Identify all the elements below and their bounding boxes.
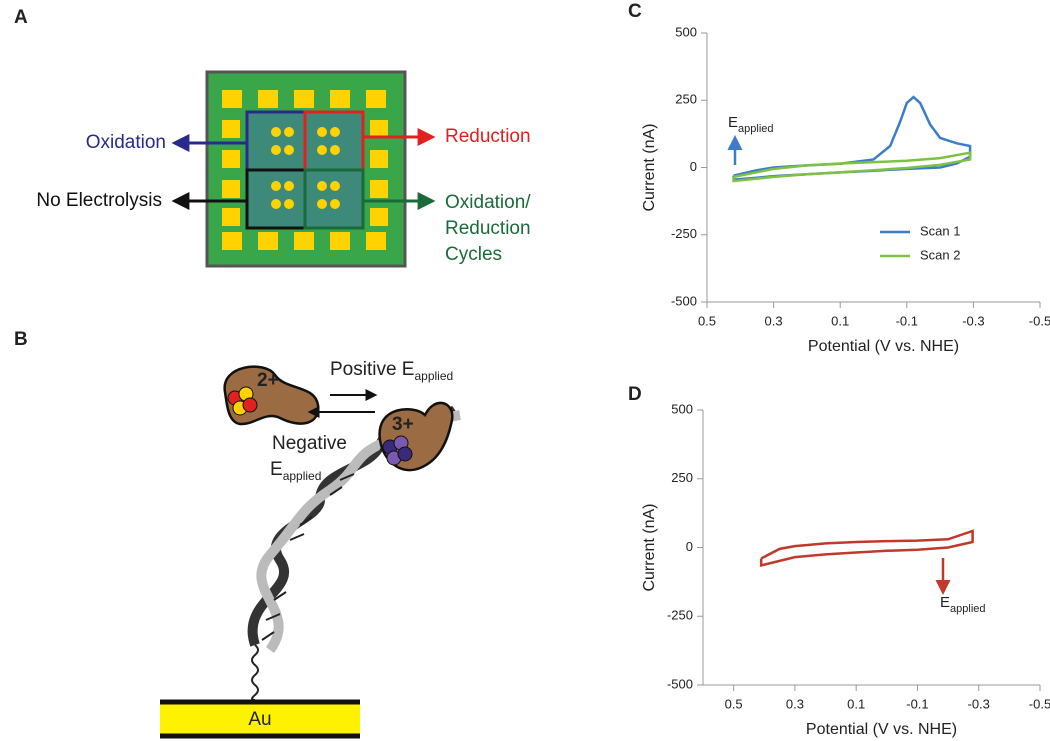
- label: Au: [248, 709, 271, 730]
- label-main: Positive E: [330, 359, 414, 380]
- cv-line: [732, 95, 972, 181]
- annotation: Eapplied: [728, 114, 774, 135]
- x-tick-label: -0.3: [968, 696, 990, 711]
- annotation-main: E: [728, 114, 738, 131]
- panel-letter: A: [14, 7, 28, 28]
- panel-letter: D: [628, 384, 642, 405]
- label: Eapplied: [270, 459, 321, 483]
- x-tick-label: 0.5: [698, 313, 716, 328]
- label: Reduction: [445, 218, 531, 239]
- y-tick-label: -500: [667, 676, 693, 691]
- electrode: [160, 702, 360, 736]
- y-axis-title: Current (nA): [641, 123, 658, 211]
- protein: [223, 365, 454, 472]
- legend-label: Scan 1: [920, 223, 960, 238]
- y-tick-label: -250: [671, 226, 697, 241]
- label: Cycles: [445, 244, 502, 265]
- annotation-main: E: [940, 594, 950, 611]
- y-tick-label: -500: [671, 293, 697, 308]
- x-tick-label: 0.1: [831, 313, 849, 328]
- x-axis-title: Potential (V vs. NHE): [808, 338, 959, 355]
- x-tick-label: -0.5: [1029, 696, 1050, 711]
- x-axis-title: Potential (V vs. NHE): [806, 721, 957, 738]
- x-tick-label: 0.3: [765, 313, 783, 328]
- y-tick-label: 0: [686, 539, 693, 554]
- label-main: E: [270, 459, 283, 480]
- y-tick-label: 250: [675, 92, 697, 107]
- y-tick-label: 500: [675, 24, 697, 39]
- x-tick-label: -0.1: [906, 696, 928, 711]
- x-tick-label: 0.5: [725, 696, 743, 711]
- x-tick-label: 0.3: [786, 696, 804, 711]
- cv-line: [759, 529, 974, 567]
- label: Negative: [272, 433, 347, 454]
- y-axis-title: Current (nA): [641, 503, 658, 591]
- y-tick-label: 500: [671, 401, 693, 416]
- label-sub: applied: [414, 369, 453, 383]
- x-tick-label: -0.3: [962, 313, 984, 328]
- cv-line: [732, 151, 972, 183]
- x-tick-label: 0.1: [847, 696, 865, 711]
- panel-letter: C: [628, 1, 642, 22]
- label: Oxidation/: [445, 192, 531, 213]
- label: 3+: [392, 414, 414, 435]
- x-tick-label: -0.5: [1029, 313, 1050, 328]
- chip: [205, 70, 407, 268]
- annotation-sub: applied: [950, 603, 985, 615]
- x-tick-label: -0.1: [896, 313, 918, 328]
- y-tick-label: 0: [690, 159, 697, 174]
- label: Oxidation: [86, 132, 166, 153]
- label: No Electrolysis: [36, 190, 162, 211]
- y-tick-label: -250: [667, 608, 693, 623]
- label: 2+: [257, 370, 279, 391]
- label: Positive Eapplied: [330, 359, 453, 383]
- legend-label: Scan 2: [920, 247, 960, 262]
- annotation-sub: applied: [738, 123, 773, 135]
- panel-letter: B: [14, 329, 28, 350]
- y-tick-label: 250: [671, 470, 693, 485]
- label: Reduction: [445, 126, 531, 147]
- annotation: Eapplied: [940, 594, 986, 615]
- label-sub: applied: [283, 469, 322, 483]
